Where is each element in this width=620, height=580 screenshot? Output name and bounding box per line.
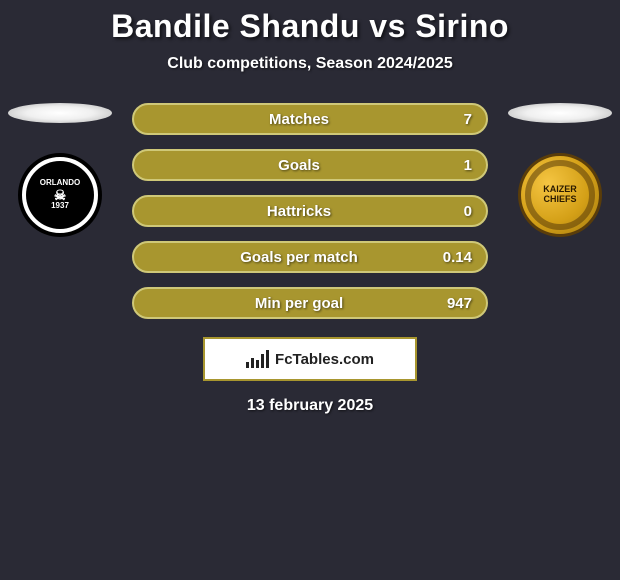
stat-value: 7: [436, 111, 472, 128]
stat-label: Goals: [134, 157, 436, 174]
player-placeholder-left: [8, 103, 112, 123]
stat-bar: Matches7: [132, 103, 488, 135]
badge-left-year: 1937: [51, 202, 69, 211]
brand-box: FcTables.com: [203, 337, 417, 381]
stat-label: Min per goal: [134, 295, 436, 312]
left-column: ORLANDO ☠ 1937: [6, 101, 114, 237]
stat-value: 947: [436, 295, 472, 312]
main-row: ORLANDO ☠ 1937 Matches7 Goals1 Hattricks0 G…: [0, 101, 620, 319]
skull-icon: ☠: [54, 188, 67, 202]
footer-date: 13 february 2025: [0, 397, 620, 415]
stat-bar: Goals per match0.14: [132, 241, 488, 273]
club-badge-left-inner: ORLANDO ☠ 1937: [26, 161, 94, 229]
stats-column: Matches7Goals1Hattricks0Goals per match0…: [114, 101, 506, 319]
subtitle: Club competitions, Season 2024/2025: [0, 55, 620, 73]
right-column: KAIZER CHIEFS: [506, 101, 614, 237]
comparison-infographic: Bandile Shandu vs Sirino Club competitio…: [0, 0, 620, 415]
stat-value: 0: [436, 203, 472, 220]
badge-right-text: KAIZER CHIEFS: [543, 185, 577, 205]
stat-bar: Min per goal947: [132, 287, 488, 319]
chart-icon: [246, 350, 269, 368]
stat-label: Goals per match: [134, 249, 436, 266]
page-title: Bandile Shandu vs Sirino: [0, 8, 620, 45]
club-badge-left: ORLANDO ☠ 1937: [18, 153, 102, 237]
stat-bar: Goals1: [132, 149, 488, 181]
club-badge-right: KAIZER CHIEFS: [518, 153, 602, 237]
stat-label: Hattricks: [134, 203, 436, 220]
badge-right-line2: CHIEFS: [543, 195, 577, 205]
stat-value: 0.14: [436, 249, 472, 266]
stat-label: Matches: [134, 111, 436, 128]
stat-value: 1: [436, 157, 472, 174]
brand-text: FcTables.com: [275, 351, 374, 368]
stat-bar: Hattricks0: [132, 195, 488, 227]
player-placeholder-right: [508, 103, 612, 123]
